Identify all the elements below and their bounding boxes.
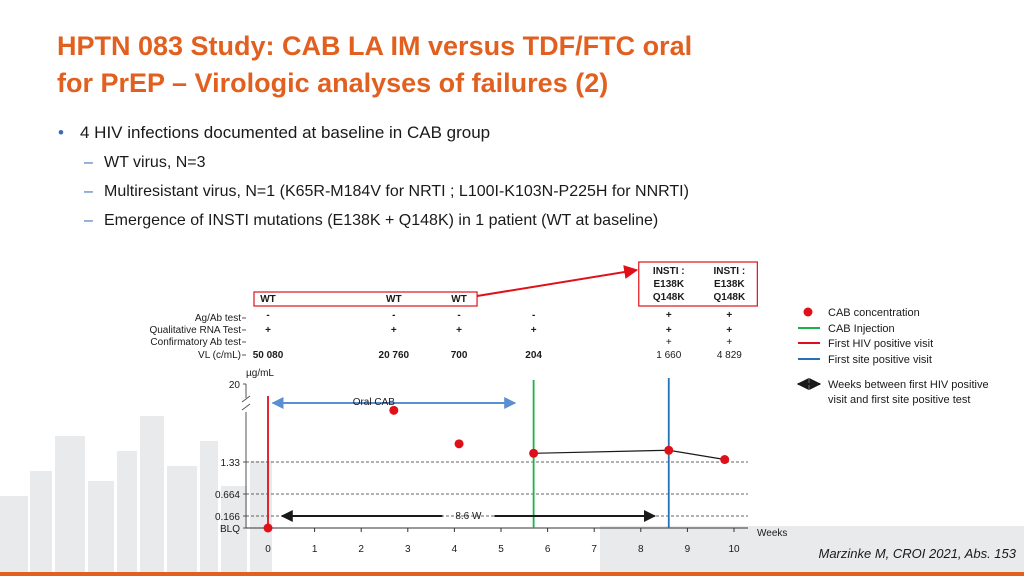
legend-label: Weeks between first HIV positive [828, 379, 989, 391]
row-label: Ag/Ab test [195, 313, 241, 324]
visit-insti-label: E138K [714, 279, 745, 290]
visit-rna-result: + [456, 325, 462, 336]
cab-concentration-point [664, 445, 674, 455]
title-line-1: HPTN 083 Study: CAB LA IM versus TDF/FTC… [57, 31, 693, 61]
visit-viral-load: 1 660 [656, 350, 681, 361]
bullet-list: 4 HIV infections documented at baseline … [58, 118, 958, 235]
insti-highlight-box [638, 261, 758, 307]
legend-label: First HIV positive visit [828, 338, 933, 350]
visit-insti-label: INSTI : [714, 266, 746, 277]
legend-label: First site positive visit [828, 354, 932, 366]
visit-ag-result: - [392, 310, 395, 321]
cab-concentration-point [389, 405, 399, 415]
cab-concentration-point [454, 439, 464, 449]
visit-ag-result: + [726, 310, 732, 321]
visit-insti-label: E138K [653, 279, 684, 290]
visit-rna-result: + [531, 325, 537, 336]
legend-label: CAB Injection [828, 323, 895, 335]
x-tick-label: 6 [545, 544, 551, 555]
visit-insti-label: INSTI : [653, 266, 685, 277]
visit-rna-result: + [726, 325, 732, 336]
legend-label: CAB concentration [828, 307, 920, 319]
wt-highlight-box [253, 291, 478, 307]
x-tick-label: 1 [312, 544, 318, 555]
visit-viral-load: 204 [525, 350, 542, 361]
axis-break-mark-1 [241, 395, 251, 403]
legend-dot [803, 307, 813, 317]
row-label: Confirmatory Ab test [150, 337, 241, 348]
visit-confirm-result: + [666, 337, 672, 348]
x-tick-label: 9 [685, 544, 691, 555]
x-axis-label: Weeks [757, 528, 787, 539]
row-label: VL (c/mL) [198, 350, 241, 361]
y-tick-label: 1.33 [221, 458, 241, 469]
y-tick-label: 20 [229, 380, 241, 391]
cab-concentration-point [263, 523, 273, 533]
visit-viral-load: 700 [451, 350, 468, 361]
visit-genotype: WT [386, 294, 402, 305]
title-line-2: for PrEP – Virologic analyses of failure… [57, 68, 609, 98]
legend-label: visit and first site positive test [828, 394, 970, 406]
interval-label: 8.6 W [455, 511, 482, 522]
visit-ag-result: - [457, 310, 460, 321]
cab-concentration-point [529, 448, 539, 458]
bullet-sub-2: Multiresistant virus, N=1 (K65R-M184V fo… [58, 177, 958, 206]
concentration-line [533, 449, 725, 461]
x-tick-label: 8 [638, 544, 644, 555]
visit-viral-load: 50 080 [253, 350, 284, 361]
visit-rna-result: + [666, 325, 672, 336]
visit-rna-result: + [391, 325, 397, 336]
visit-ag-result: - [532, 310, 535, 321]
x-tick-label: 4 [452, 544, 458, 555]
citation: Marzinke M, CROI 2021, Abs. 153 [818, 546, 1017, 561]
row-label: Qualitative RNA Test [149, 325, 241, 336]
y-tick-label: 0.166 [215, 512, 240, 523]
visit-ag-result: + [666, 310, 672, 321]
visit-genotype: WT [451, 294, 467, 305]
x-tick-label: 2 [358, 544, 364, 555]
x-tick-label: 7 [591, 544, 597, 555]
visit-viral-load: 4 829 [717, 350, 742, 361]
emergence-arrow [476, 265, 639, 297]
visit-insti-label: Q148K [713, 292, 745, 303]
axis-break-mark-2 [241, 403, 251, 411]
visit-insti-label: Q148K [653, 292, 685, 303]
x-tick-label: 0 [265, 544, 271, 555]
x-tick-label: 5 [498, 544, 504, 555]
bottom-accent-bar [0, 572, 1024, 576]
y-axis-unit: µg/mL [246, 368, 274, 379]
y-tick-label: BLQ [220, 524, 240, 535]
oral-cab-label: Oral CAB [353, 397, 396, 408]
visit-confirm-result: + [726, 337, 732, 348]
visit-genotype: WT [260, 294, 276, 305]
bullet-sub-1: WT virus, N=3 [58, 148, 958, 177]
slide-title: HPTN 083 Study: CAB LA IM versus TDF/FTC… [57, 28, 957, 102]
visit-rna-result: + [265, 325, 271, 336]
visit-ag-result: - [266, 310, 269, 321]
visit-viral-load: 20 760 [379, 350, 410, 361]
y-tick-label: 0.664 [215, 490, 240, 501]
x-tick-label: 10 [728, 544, 740, 555]
x-tick-label: 3 [405, 544, 411, 555]
cab-concentration-point [720, 455, 730, 465]
bullet-sub-3: Emergence of INSTI mutations (E138K + Q1… [58, 206, 958, 235]
bullet-main: 4 HIV infections documented at baseline … [58, 118, 958, 148]
